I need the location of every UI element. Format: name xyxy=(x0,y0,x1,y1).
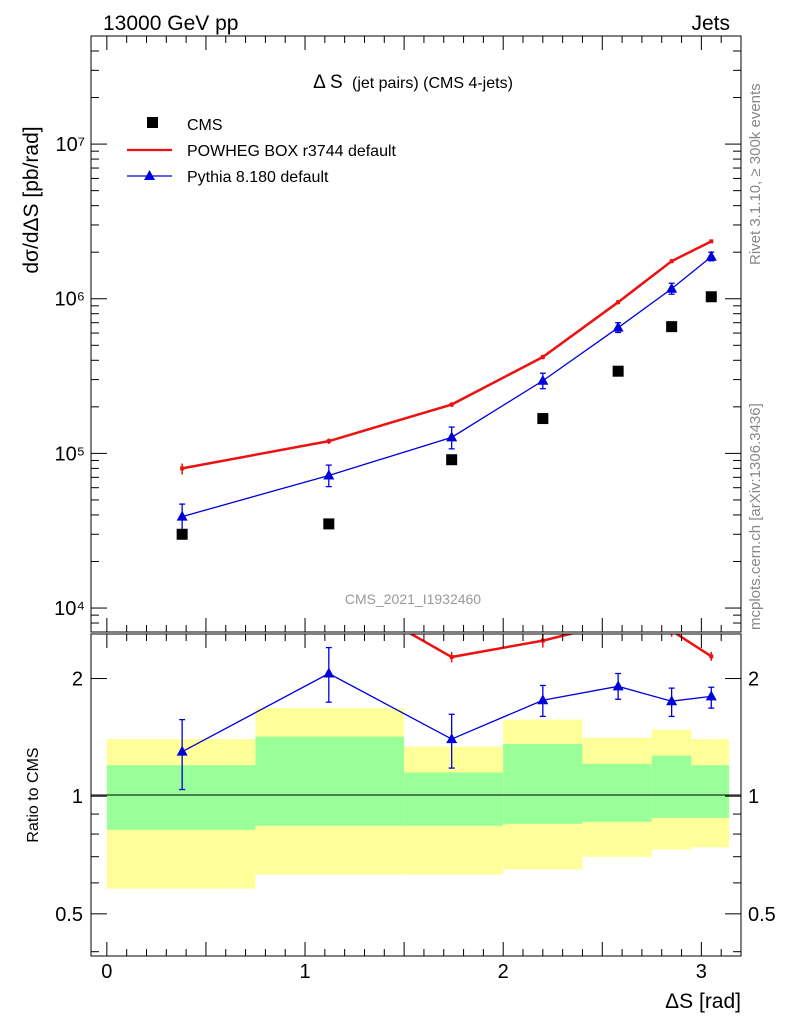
chart-title-main: Δ S xyxy=(313,72,343,93)
ratio-pythia-point xyxy=(705,690,717,701)
ratio-pythia-point xyxy=(612,680,624,691)
powheg-point xyxy=(669,259,674,264)
x-tick-label: 1 xyxy=(299,961,310,983)
ratio-band-inner xyxy=(404,772,504,826)
chart-title: Δ S (jet pairs) (CMS 4-jets) xyxy=(313,72,513,93)
legend-label-pythia: Pythia 8.180 default xyxy=(187,169,329,186)
cms-point xyxy=(666,321,678,333)
main-panel: CMS_2021_I1932460 Δ S (jet pairs) (CMS 4… xyxy=(20,35,742,633)
powheg-point xyxy=(616,300,621,305)
ratio-y-tick-label-right: 0.5 xyxy=(748,904,776,926)
ratio-panel: 0.5 0.5 1 1 2 2 0 1 2 3 Ratio to CMS ΔS [rad] xyxy=(25,585,776,1013)
powheg-point xyxy=(449,402,454,407)
legend: CMS POWHEG BOX r3744 default Pythia 8.18… xyxy=(127,117,397,186)
ratio-y-tick-label: 0.5 xyxy=(55,904,83,926)
cms-point xyxy=(537,413,549,425)
cms-point xyxy=(323,518,335,530)
ratio-marks xyxy=(91,585,742,956)
ratio-pythia-point xyxy=(176,745,188,756)
main-y-tick-label: 10⁶ xyxy=(55,289,85,311)
ratio-x-tick-labels: 0 1 2 3 xyxy=(101,961,707,983)
powheg-line xyxy=(181,240,712,470)
cms-point xyxy=(446,454,458,466)
main-y-axis-label: dσ/dΔS [pb/rad] xyxy=(20,126,43,273)
ratio-y-tick-label-right: 2 xyxy=(748,669,759,691)
ratio-powheg-point xyxy=(180,627,184,631)
x-axis-label: ΔS [rad] xyxy=(665,990,741,1013)
pythia-point xyxy=(323,469,335,480)
ratio-y-tick-labels: 0.5 0.5 1 1 2 2 xyxy=(55,669,776,926)
pythia-point xyxy=(612,321,624,332)
pythia-point xyxy=(446,431,458,442)
main-y-tick-label: 10⁵ xyxy=(54,443,85,465)
powheg-point xyxy=(540,355,545,360)
analysis-id: CMS_2021_I1932460 xyxy=(345,591,481,607)
main-marks xyxy=(91,35,742,633)
ratio-y-tick-label-right: 1 xyxy=(748,786,759,808)
legend-marker-pythia xyxy=(144,170,155,180)
ratio-y-tick-label: 2 xyxy=(72,669,83,691)
main-y-tick-label: 10⁷ xyxy=(56,134,85,156)
ratio-bands xyxy=(106,708,730,889)
ratio-band-inner xyxy=(255,736,405,826)
x-tick-label: 3 xyxy=(696,961,707,983)
ratio-y-axis-label: Ratio to CMS xyxy=(25,747,42,842)
pythia-point xyxy=(666,282,678,293)
ratio-band-inner xyxy=(582,763,652,822)
cms-point xyxy=(612,365,624,377)
ratio-plot-frame xyxy=(90,633,742,957)
ratio-band-inner xyxy=(503,743,583,824)
ratio-y-tick-label: 1 xyxy=(72,786,83,808)
ratio-powheg-point xyxy=(327,585,331,589)
x-tick-label: 2 xyxy=(498,961,509,983)
ratio-pythia-point xyxy=(537,694,549,705)
ratio-pythia-point xyxy=(446,733,458,744)
pythia-point xyxy=(537,374,549,385)
pythia-line xyxy=(181,256,712,518)
powheg-point xyxy=(326,439,331,444)
mcplots-label: mcplots.cern.ch [arXiv:1306.3436] xyxy=(747,403,764,630)
pythia-point xyxy=(705,250,717,261)
ratio-pythia-point xyxy=(323,667,335,678)
header-left: 13000 GeV pp xyxy=(103,12,238,35)
powheg-point xyxy=(180,466,185,471)
pythia-point xyxy=(176,510,188,521)
legend-marker-cms xyxy=(147,117,158,128)
ratio-powheg-point xyxy=(616,620,620,624)
chart-title-sub: (jet pairs) (CMS 4-jets) xyxy=(352,75,513,92)
legend-label-powheg: POWHEG BOX r3744 default xyxy=(187,143,397,160)
ratio-pythia-point xyxy=(666,695,678,706)
cms-point xyxy=(176,528,188,540)
ratio-powheg-point xyxy=(449,655,454,660)
ratio-powheg-point xyxy=(709,654,714,659)
legend-label-cms: CMS xyxy=(187,117,223,134)
header-right: Jets xyxy=(691,12,730,35)
cms-point xyxy=(705,291,717,303)
ratio-band-inner xyxy=(691,765,730,818)
main-y-tick-label: 10⁴ xyxy=(54,598,85,620)
main-plot-frame xyxy=(90,35,742,633)
ratio-band-inner xyxy=(106,765,256,830)
ratio-band-inner xyxy=(651,755,692,818)
main-y-tick-labels: 10⁴ 10⁵ 10⁶ 10⁷ xyxy=(54,134,85,620)
powheg-point xyxy=(709,239,714,244)
x-tick-label: 0 xyxy=(101,961,112,983)
rivet-label: Rivet 3.1.10, ≥ 300k events xyxy=(747,83,764,265)
